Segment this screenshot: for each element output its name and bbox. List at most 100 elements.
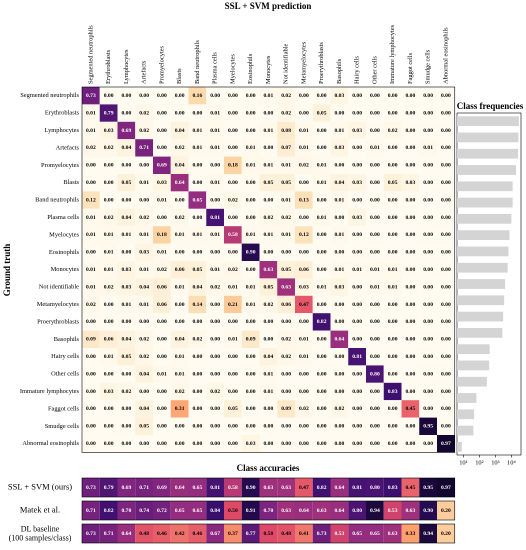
cell-label: 0.94: [423, 531, 433, 537]
cell: [188, 524, 207, 543]
cell: [259, 348, 278, 366]
cell: [383, 261, 402, 279]
cell: [135, 261, 153, 279]
cell: [82, 191, 100, 209]
cell-label: 0.00: [246, 197, 256, 203]
cell-label: 0.21: [228, 302, 238, 308]
cell-label: 0.00: [317, 128, 327, 134]
cell-label: 0.03: [104, 128, 114, 134]
cell-label: 0.64: [175, 180, 185, 186]
cell-label: 0.01: [246, 302, 256, 308]
cell-label: 0.00: [352, 93, 362, 99]
cell: [401, 191, 420, 209]
cell: [241, 348, 260, 366]
cell-label: 0.00: [370, 441, 380, 447]
cell: [206, 104, 224, 122]
cell-label: 0.00: [388, 354, 398, 360]
cell: [206, 174, 224, 192]
cell: [401, 261, 420, 279]
cell: [135, 226, 153, 244]
cell: [206, 226, 224, 244]
cell: [383, 174, 402, 192]
cell-label: 0.33: [405, 531, 415, 537]
series-sublabel: (100 samples/class): [9, 533, 72, 542]
cell: [153, 226, 171, 244]
cell: [99, 348, 118, 366]
cell: [224, 87, 242, 105]
cell-label: 0.02: [281, 215, 291, 221]
cell: [295, 330, 313, 348]
cell: [259, 156, 278, 174]
cell: [82, 226, 100, 244]
cell-label: 0.00: [157, 389, 167, 395]
cell-label: 0.02: [139, 128, 149, 134]
cell-label: 0.65: [192, 197, 202, 203]
cell-label: 0.00: [228, 389, 238, 395]
cell-label: 0.00: [139, 93, 149, 99]
cell: [99, 139, 118, 157]
cell-label: 0.63: [281, 485, 291, 491]
cell-label: 0.01: [210, 180, 220, 186]
cell: [99, 400, 118, 418]
cell: [312, 261, 331, 279]
cell-label: 0.00: [175, 93, 185, 99]
cell-label: 0.00: [334, 424, 344, 430]
cell: [366, 139, 384, 157]
cell-label: 0.00: [210, 302, 220, 308]
cell-label: 0.00: [157, 128, 167, 134]
cell-label: 0.01: [104, 232, 114, 238]
cell-label: 0.00: [228, 110, 238, 116]
cell: [401, 382, 420, 401]
cell-label: 0.02: [139, 110, 149, 116]
cell-label: 0.00: [405, 128, 415, 134]
cell-label: 0.00: [441, 128, 451, 134]
cell-label: 0.06: [104, 337, 114, 343]
cell-label: 0.00: [423, 267, 433, 273]
cell-label: 0.00: [210, 424, 220, 430]
cell-label: 0.00: [352, 110, 362, 116]
cell: [153, 382, 171, 401]
cell-label: 0.00: [263, 424, 273, 430]
row-label: Segmented neutrophils: [20, 92, 79, 99]
cell: [348, 243, 366, 261]
cell-label: 0.00: [405, 424, 415, 430]
cell: [206, 121, 224, 140]
cell-label: 0.00: [121, 319, 131, 325]
cell: [295, 313, 313, 331]
column-label: Segmented neutrophils: [87, 25, 94, 84]
cell-label: 0.00: [405, 163, 415, 169]
cell: [117, 400, 136, 418]
cell: [224, 524, 242, 543]
cell-label: 0.00: [352, 389, 362, 395]
cell-label: 0.01: [423, 145, 433, 151]
cell: [312, 156, 331, 174]
cell-label: 0.13: [299, 197, 309, 203]
cell: [117, 243, 136, 261]
cell: [117, 348, 136, 366]
cell-label: 0.00: [139, 441, 149, 447]
cell-label: 0.00: [175, 441, 185, 447]
cell-label: 0.00: [423, 302, 433, 308]
cell: [170, 417, 189, 435]
cell-label: 0.05: [281, 267, 291, 273]
cell: [401, 104, 420, 122]
cell: [99, 524, 118, 543]
cell-label: 0.00: [388, 232, 398, 238]
cell-label: 0.00: [192, 110, 202, 116]
cell-label: 0.02: [86, 302, 96, 308]
cell: [99, 191, 118, 209]
cell: [312, 365, 331, 383]
cell: [153, 478, 171, 497]
cell-label: 0.00: [317, 406, 327, 412]
cell: [224, 400, 242, 418]
cell: [295, 208, 313, 227]
cell-label: 0.00: [441, 145, 451, 151]
cell: [241, 208, 260, 227]
cell-label: 0.00: [405, 110, 415, 116]
cell: [82, 121, 100, 140]
cell: [277, 226, 295, 244]
cell: [117, 295, 136, 314]
cell: [401, 139, 420, 157]
matrix-frame: [81, 86, 456, 453]
